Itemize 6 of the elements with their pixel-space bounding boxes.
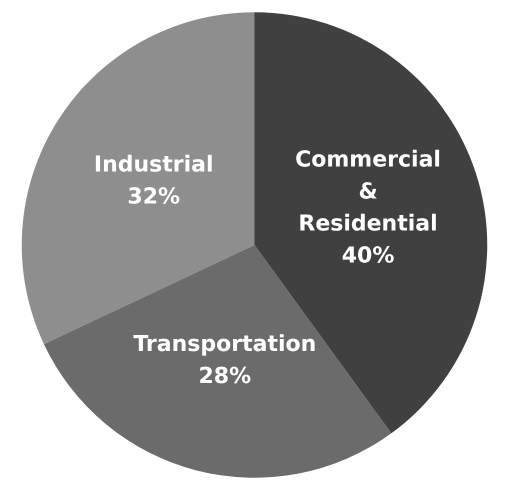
slice-label: Commercial & Residential <box>295 148 441 237</box>
data-label: 40% <box>342 244 394 269</box>
slice-label: Transportation <box>133 332 316 358</box>
data-label: 28% <box>198 364 252 390</box>
slice-label: Industrial <box>94 152 214 178</box>
data-label: 32% <box>127 184 180 210</box>
